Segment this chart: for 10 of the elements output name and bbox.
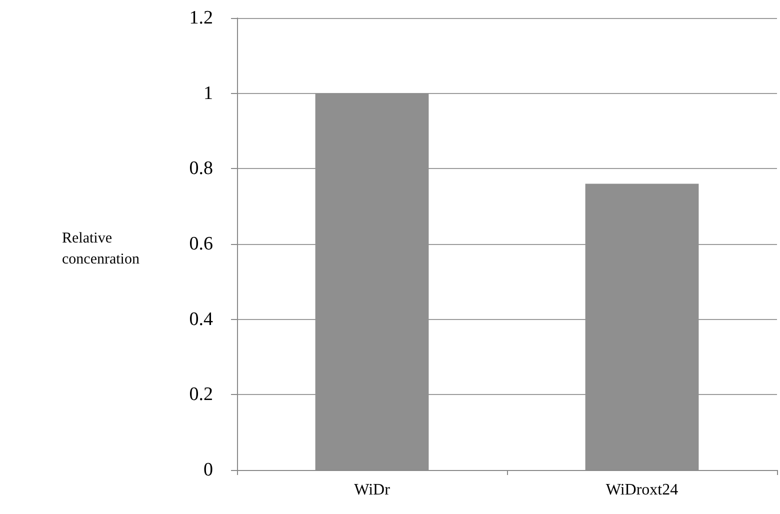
y-axis-title: Relative concenration — [62, 230, 140, 268]
y-tick-label: 0.8 — [189, 158, 213, 180]
y-tick-label: 1.2 — [189, 8, 213, 28]
y-tick-label: 0.4 — [189, 308, 214, 330]
x-tick-label: WiDroxt24 — [606, 482, 678, 498]
y-tick-label: 0 — [204, 460, 213, 480]
y-tick-label: 0.2 — [189, 384, 213, 406]
y-tick-label: 1 — [204, 82, 213, 104]
x-tick-label: WiDr — [354, 482, 391, 498]
y-tick-label: 0.6 — [189, 234, 213, 254]
